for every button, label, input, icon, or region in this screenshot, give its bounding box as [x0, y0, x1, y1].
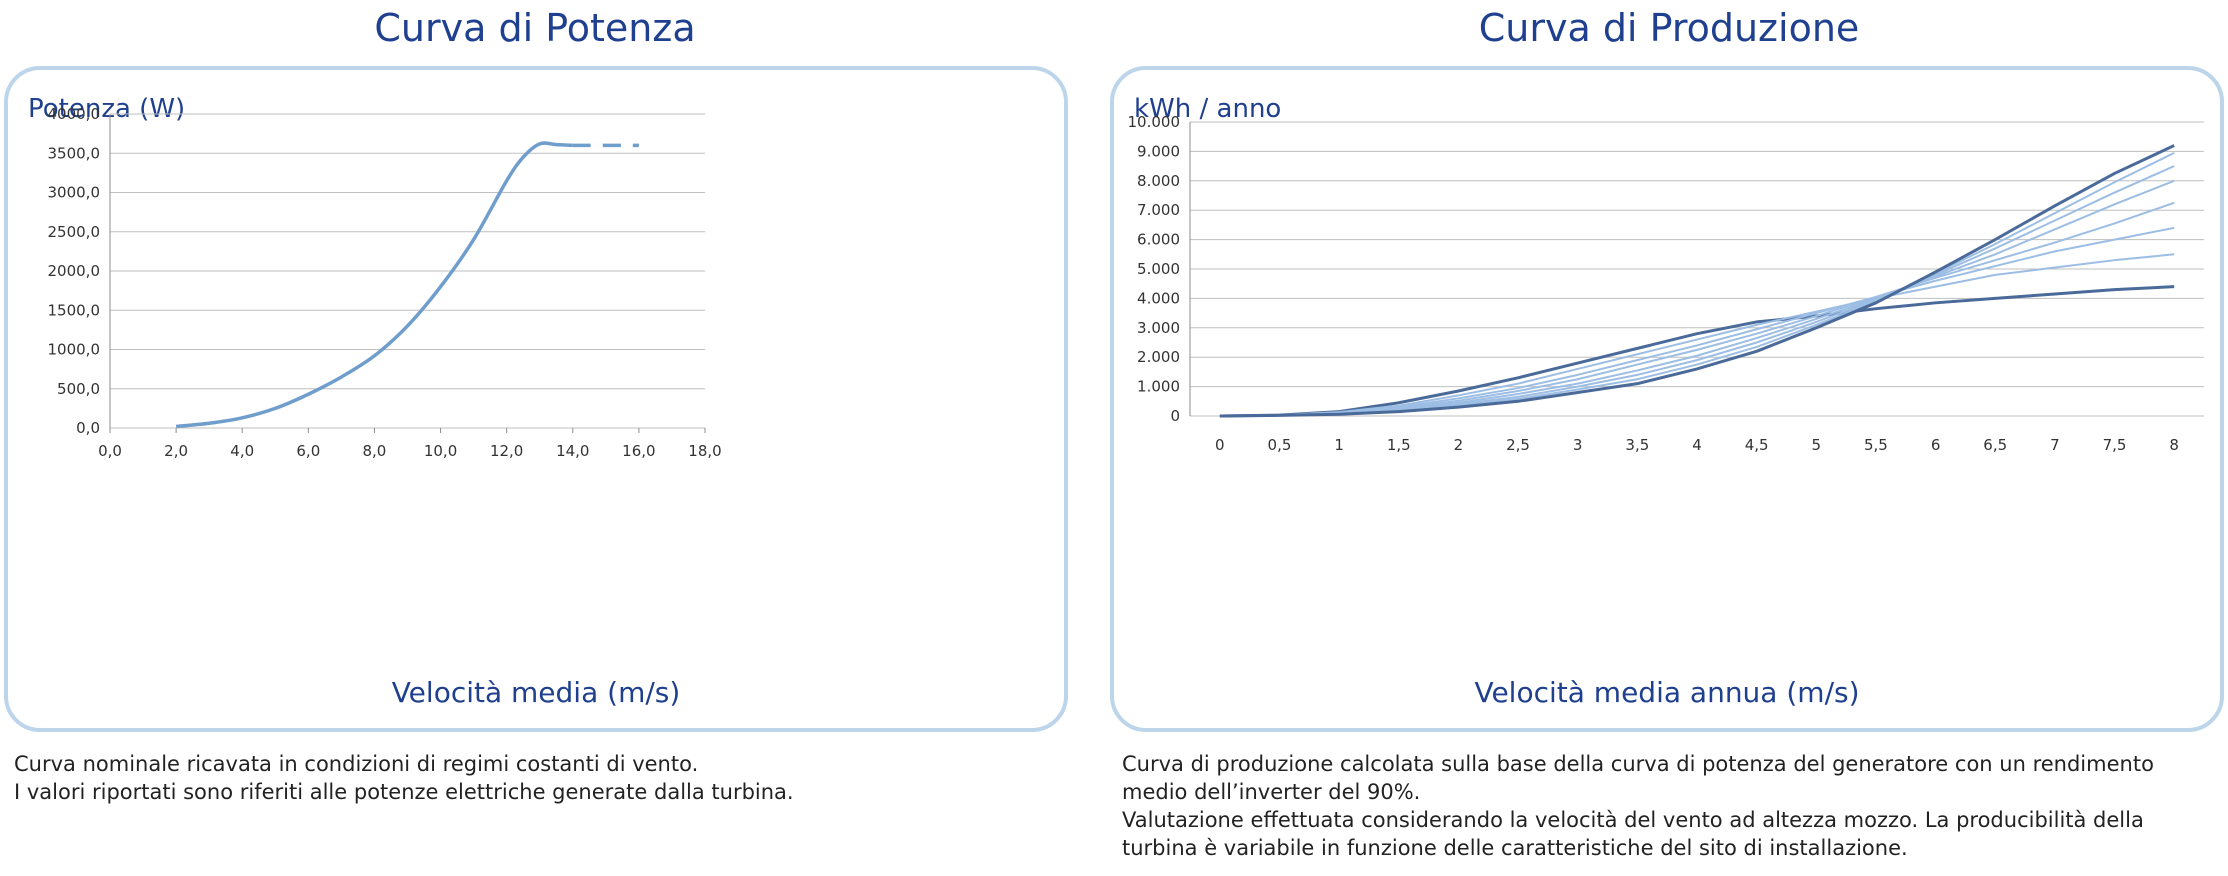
production-curve-chart: 0 1.000 2.000 3.000 4.000 5.000 6.000 7.000 8.00… — [1128, 113, 2204, 454]
production-x-tick-label: 1 — [1334, 436, 1344, 454]
production-y-tick-label: 10.000 — [1128, 113, 1181, 131]
power-caption: Curva nominale ricavata in condizioni di… — [14, 750, 1064, 806]
production-y-tick-label: 1.000 — [1137, 378, 1180, 396]
power-x-tick-label: 18,0 — [688, 442, 721, 460]
power-y-axis-title: Potenza (W) — [28, 94, 186, 124]
power-y-tick-label: 1500,0 — [48, 301, 101, 319]
production-series-line — [1219, 285, 2175, 418]
production-series-line — [1219, 165, 2175, 417]
power-x-tick-label: 8,0 — [363, 442, 387, 460]
production-x-tick-label: 0,5 — [1268, 436, 1292, 454]
production-x-tick-label: 0 — [1215, 436, 1225, 454]
power-curve-title: Curva di Potenza — [374, 6, 696, 50]
production-x-tick-label: 6 — [1931, 436, 1941, 454]
production-x-tick-label: 1,5 — [1387, 436, 1411, 454]
production-series-line — [1219, 151, 2175, 417]
production-caption-line-1: Curva di produzione calcolata sulla base… — [1122, 752, 2154, 804]
production-y-tick-label: 0 — [1170, 407, 1180, 425]
production-y-tick-label: 9.000 — [1137, 142, 1180, 160]
power-y-tick-label: 2500,0 — [48, 223, 101, 241]
production-caption: Curva di produzione calcolata sulla base… — [1122, 750, 2222, 862]
power-caption-line-2: I valori riportati sono riferiti alle po… — [14, 780, 794, 804]
power-y-tick-label: 3500,0 — [48, 144, 101, 162]
production-x-tick-label: 3,5 — [1625, 436, 1649, 454]
production-x-tick-label: 2,5 — [1506, 436, 1530, 454]
production-y-tick-label: 3.000 — [1137, 319, 1180, 337]
production-x-tick-label: 6,5 — [1983, 436, 2007, 454]
production-x-tick-label: 7,5 — [2103, 436, 2127, 454]
power-caption-line-1: Curva nominale ricavata in condizioni di… — [14, 752, 699, 776]
power-x-tick-label: 14,0 — [556, 442, 589, 460]
production-x-axis-title: Velocità media annua (m/s) — [1474, 676, 1860, 709]
power-x-tick-label: 12,0 — [490, 442, 523, 460]
power-x-tick-label: 10,0 — [424, 442, 457, 460]
production-x-tick-label: 7 — [2050, 436, 2060, 454]
power-x-tick-label: 0,0 — [98, 442, 122, 460]
production-curve-title: Curva di Produzione — [1478, 6, 1860, 50]
production-series-line — [1219, 144, 2175, 418]
production-curve-panel: kWh / anno 0 1.000 2.000 3.000 4.000 5.000 6.0… — [1110, 66, 2224, 732]
power-y-tick-label: 1000,0 — [48, 341, 101, 359]
power-y-tick-label: 2000,0 — [48, 262, 101, 280]
power-x-tick-label: 16,0 — [622, 442, 655, 460]
production-x-tick-label: 3 — [1573, 436, 1583, 454]
production-series-line — [1219, 201, 2175, 417]
production-x-tick-label: 5,5 — [1864, 436, 1888, 454]
power-curve-line — [175, 141, 573, 429]
production-x-tick-label: 4,5 — [1745, 436, 1769, 454]
production-y-tick-label: 4.000 — [1137, 289, 1180, 307]
production-y-tick-label: 2.000 — [1137, 348, 1180, 366]
power-y-tick-label: 3000,0 — [48, 184, 101, 202]
production-y-tick-label: 5.000 — [1137, 260, 1180, 278]
power-y-tick-label: 4000,0 — [48, 105, 101, 123]
production-x-tick-label: 5 — [1812, 436, 1822, 454]
production-caption-line-2: Valutazione effettuata considerando la v… — [1122, 808, 2144, 860]
production-y-tick-label: 8.000 — [1137, 172, 1180, 190]
production-x-tick-label: 4 — [1692, 436, 1702, 454]
power-x-tick-label: 6,0 — [296, 442, 320, 460]
production-y-axis-title: kWh / anno — [1134, 94, 1282, 124]
production-x-tick-label: 8 — [2169, 436, 2179, 454]
production-y-tick-label: 6.000 — [1137, 231, 1180, 249]
power-y-tick-label: 0,0 — [76, 419, 100, 437]
production-series-line — [1219, 253, 2175, 417]
power-curve-panel: Potenza (W) 0,0 500,0 1000,0 1500,0 2000,0 25… — [4, 66, 1068, 732]
production-y-tick-label: 7.000 — [1137, 201, 1180, 219]
power-x-axis-title: Velocità media (m/s) — [391, 676, 681, 709]
production-series-line — [1219, 226, 2175, 417]
power-x-tick-label: 2,0 — [164, 442, 188, 460]
power-x-tick-label: 4,0 — [230, 442, 254, 460]
power-curve-chart: 0,0 500,0 1000,0 1500,0 2000,0 2500,0 3000,0 35… — [48, 105, 722, 460]
production-x-tick-label: 2 — [1454, 436, 1464, 454]
power-y-tick-label: 500,0 — [57, 380, 100, 398]
